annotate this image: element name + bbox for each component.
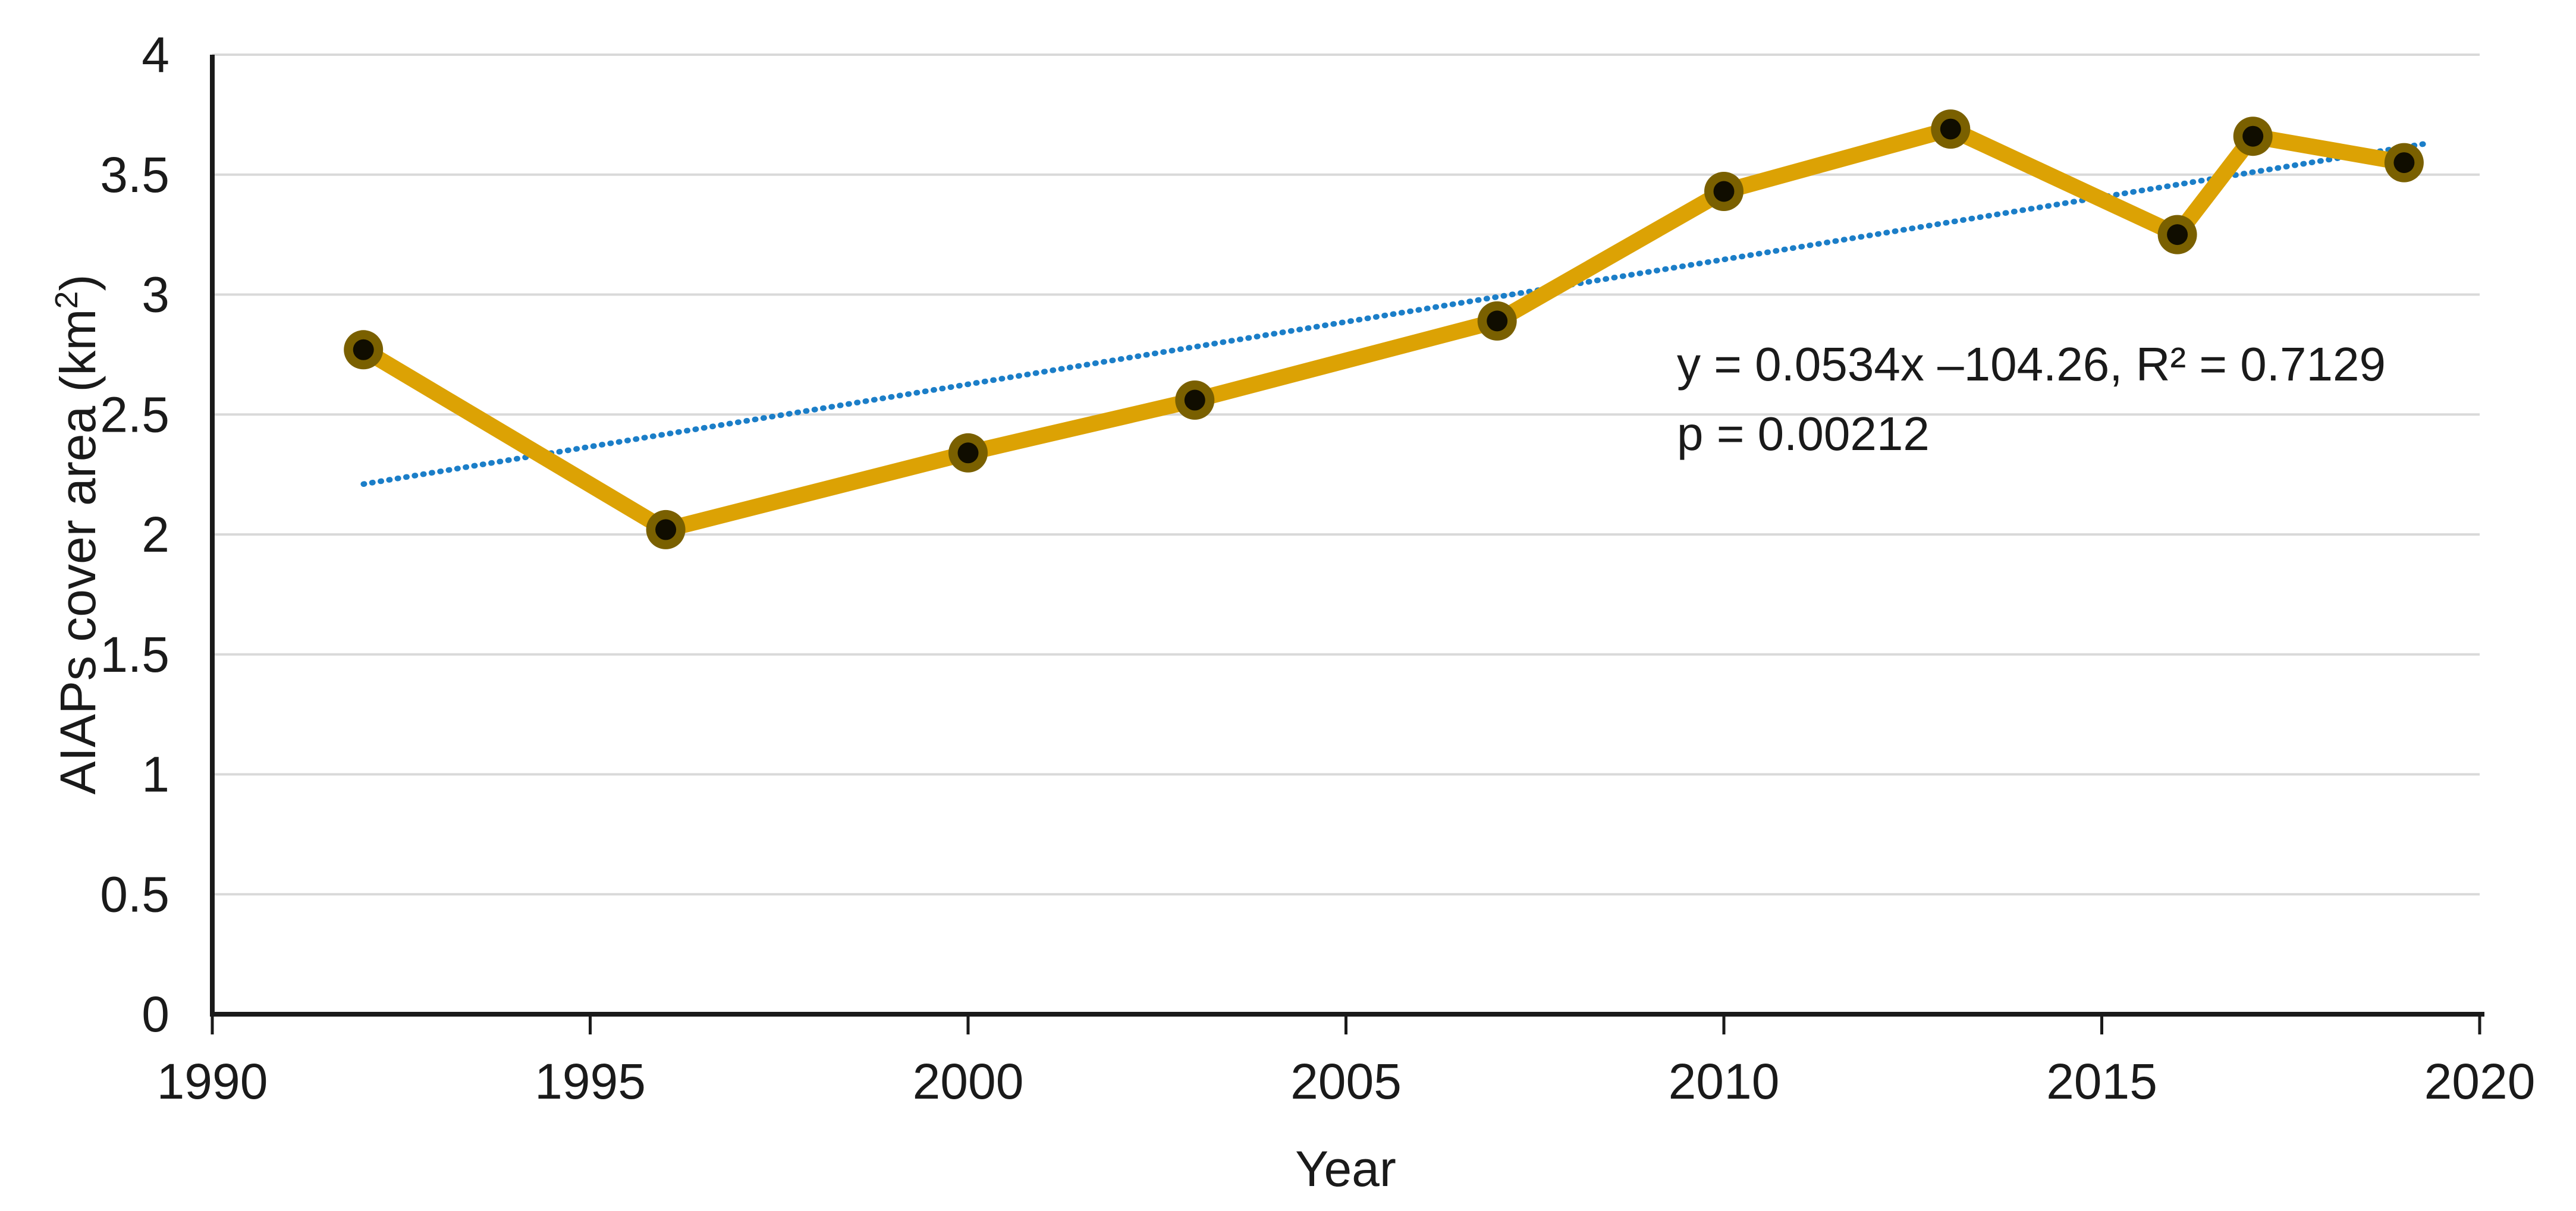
gridlines <box>212 54 2480 896</box>
y-tick-label: 0 <box>142 986 169 1042</box>
data-point-core <box>655 519 677 540</box>
data-point <box>2157 215 2197 254</box>
data-point-core <box>1940 118 1961 140</box>
data-point <box>646 509 686 549</box>
x-tick-label: 2010 <box>1669 1053 1780 1109</box>
data-point-core <box>2167 224 2188 246</box>
y-tick-label: 1.5 <box>100 627 169 682</box>
y-tick-label: 0.5 <box>100 866 169 922</box>
regression-equation-label: y = 0.0534x –104.26, R² = 0.7129 <box>1677 338 2386 391</box>
y-axis-ticks: 0 0.5 1 1.5 2 2.5 3 3.5 4 <box>100 27 169 1042</box>
y-tick-label: 1 <box>142 747 169 803</box>
data-point-core <box>2393 152 2415 174</box>
x-axis-title: Year <box>1295 1141 1396 1197</box>
data-point <box>344 330 384 370</box>
x-tick-label: 2015 <box>2046 1053 2157 1109</box>
data-point <box>2384 143 2424 183</box>
x-tick-label: 1995 <box>535 1053 646 1109</box>
data-point <box>2233 117 2273 156</box>
data-point <box>1931 109 1971 149</box>
data-point-core <box>1487 310 1508 332</box>
x-axis-ticks: 1990 1995 2000 2005 2010 2015 2020 <box>157 1014 2536 1109</box>
x-tick-label: 2020 <box>2424 1053 2536 1109</box>
y-tick-label: 2.5 <box>100 386 169 442</box>
data-point-core <box>957 442 979 464</box>
data-point-core <box>1184 389 1205 411</box>
y-tick-label: 3.5 <box>100 147 169 203</box>
trendline-dotted <box>360 140 2430 487</box>
data-point-core <box>1713 181 1735 202</box>
data-point <box>1477 301 1517 341</box>
series-line <box>355 121 2412 538</box>
x-tick-label: 2005 <box>1290 1053 1402 1109</box>
x-tick-label: 1990 <box>157 1053 268 1109</box>
data-series <box>344 109 2424 549</box>
y-tick-label: 4 <box>142 27 169 83</box>
data-point-core <box>2242 125 2264 147</box>
data-point <box>1175 380 1215 420</box>
y-tick-label: 2 <box>142 507 169 562</box>
x-tick-label: 2000 <box>913 1053 1024 1109</box>
p-value-label: p = 0.00212 <box>1677 407 1930 460</box>
y-axis-title: AIAPs cover area (km2) <box>49 275 106 795</box>
data-point-core <box>353 339 374 360</box>
data-point <box>1704 171 1743 211</box>
data-point <box>948 433 988 473</box>
y-tick-label: 3 <box>142 267 169 323</box>
